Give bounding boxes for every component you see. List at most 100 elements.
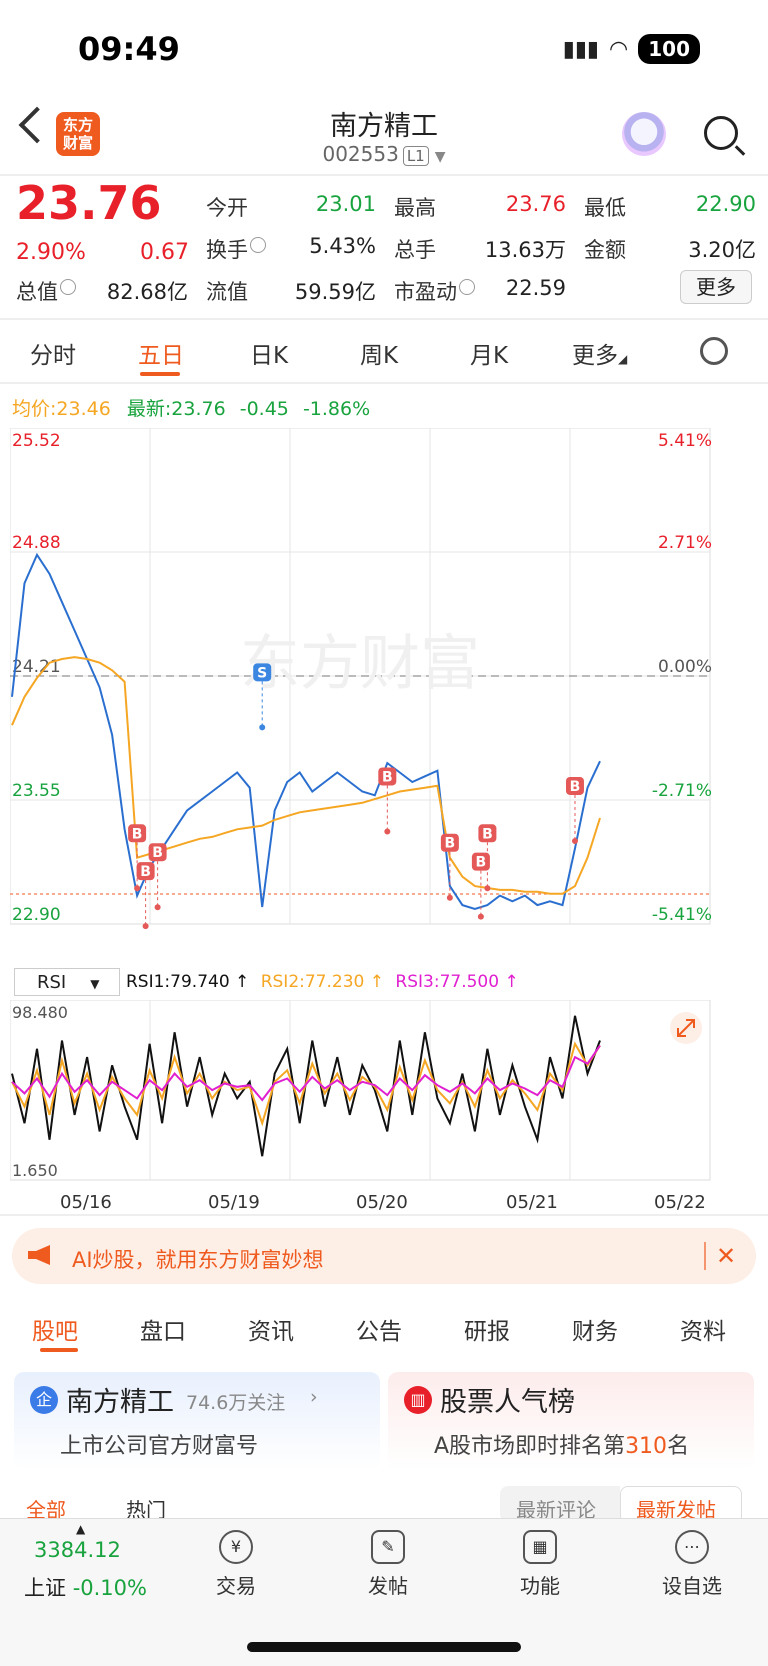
search-icon[interactable] (704, 116, 738, 150)
header-divider (0, 174, 768, 176)
tab-profile[interactable]: 资料 (680, 1319, 726, 1345)
more-button[interactable]: 更多 (680, 270, 752, 304)
stock-code: 002553 (322, 142, 399, 166)
y-tick-label-right: 0.00% (658, 657, 712, 677)
quote-divider (0, 318, 768, 320)
y-tick-label: 25.52 (12, 431, 61, 451)
marker-dot (142, 923, 149, 930)
marker-badge (565, 776, 584, 795)
marker-label: B (445, 836, 456, 852)
index-widget[interactable]: 上证 -0.10% (24, 1572, 147, 1602)
float-value: 59.59亿 (294, 280, 376, 304)
date-label: 05/16 (60, 1192, 112, 1213)
turnover-label[interactable]: 换手 (206, 234, 266, 264)
ai-banner[interactable] (12, 1228, 756, 1284)
tab-monthly-k[interactable]: 月K (470, 343, 509, 369)
tab-financials[interactable]: 财务 (572, 1319, 618, 1345)
index-value[interactable]: 3384.12 (34, 1538, 121, 1562)
marker-label: S (257, 665, 267, 681)
avg-value: 23.46 (56, 398, 111, 420)
tab-research[interactable]: 研报 (464, 1319, 510, 1345)
nav-trade[interactable]: ¥ 交易 (186, 1530, 286, 1599)
marker-label: B (482, 826, 493, 842)
tab-announcements[interactable]: 公告 (356, 1319, 402, 1345)
y-tick-label-right: 2.71% (658, 533, 712, 553)
tab-news[interactable]: 资讯 (248, 1319, 294, 1345)
nav-post[interactable]: ✎ 发帖 (338, 1530, 438, 1599)
popularity-title: 股票人气榜 (440, 1387, 575, 1418)
active-subtab-indicator (40, 1348, 78, 1352)
marker-dot (446, 894, 453, 901)
pe-label[interactable]: 市盈动 (394, 276, 475, 306)
price-legend: 均价:23.46 最新:23.76 -0.45 -1.86% (12, 394, 370, 421)
assistant-avatar-icon[interactable] (622, 112, 666, 156)
rank-text: A股市场即时排名第310名 (434, 1428, 689, 1460)
settings-gear-icon[interactable] (700, 337, 728, 365)
marker-dot (259, 724, 266, 731)
open-value: 23.01 (315, 192, 376, 216)
marker-label: B (382, 769, 393, 785)
info-icon (60, 279, 76, 295)
buy-marker: B (148, 843, 167, 911)
avg-label: 均价: (12, 398, 57, 420)
dropdown-icon: ▼ (90, 977, 100, 991)
company-icon: 企 (30, 1386, 58, 1414)
y-tick-label-right: 5.41% (658, 431, 712, 451)
caret-icon: ◢ (618, 352, 628, 366)
stock-code-row[interactable]: 002553 L1 ▼ (0, 142, 768, 166)
nav-watchlist[interactable]: ⋯ 设自选 (642, 1530, 742, 1599)
mktcap-label[interactable]: 总值 (16, 276, 76, 306)
nav-functions[interactable]: ▦ 功能 (490, 1530, 590, 1599)
y-tick-label: 22.90 (12, 905, 61, 925)
rank-prefix: A股市场即时排名第 (434, 1434, 626, 1459)
app-logo[interactable]: 东方 财富 (56, 112, 100, 156)
buy-marker: B (478, 824, 497, 892)
marker-label: B (476, 855, 487, 871)
signal-icon: ▮▮▮ (562, 36, 600, 62)
popularity-card[interactable]: ▥ 股票人气榜 › A股市场即时排名第310名 (388, 1372, 754, 1470)
buy-marker: B (378, 767, 397, 835)
marker-dot (154, 904, 161, 911)
marker-dot (477, 913, 484, 920)
date-label: 05/22 (654, 1192, 706, 1213)
rsi-max-label: 98.480 (12, 1003, 68, 1022)
latest-value: 23.76 (171, 398, 226, 420)
tab-daily-k[interactable]: 日K (250, 343, 289, 369)
tab-forum[interactable]: 股吧 (32, 1319, 78, 1345)
chevron-right-icon: › (566, 1386, 574, 1408)
edit-icon: ✎ (371, 1530, 405, 1564)
marker-badge (136, 862, 155, 881)
date-label: 05/19 (208, 1192, 260, 1213)
nav-post-label: 发帖 (368, 1574, 408, 1598)
date-label: 05/20 (356, 1192, 408, 1213)
close-icon[interactable]: ✕ (716, 1242, 737, 1270)
latest-label: 最新: (126, 398, 172, 420)
marker-label: B (140, 864, 151, 880)
tab-weekly-k[interactable]: 周K (360, 343, 399, 369)
rsi-selector[interactable]: RSI ▼ (14, 968, 120, 996)
ranking-icon: ▥ (404, 1386, 432, 1414)
low-value: 22.90 (695, 192, 756, 216)
buy-marker: B (440, 833, 459, 901)
rsi-frame (10, 1000, 711, 1181)
marker-badge (128, 824, 147, 843)
ai-banner-text[interactable]: AI炒股，就用东方财富妙想 (72, 1248, 324, 1272)
rsi-chart[interactable]: 98.480 1.650 (10, 1000, 758, 1188)
price-chart[interactable]: 东方财富 25.52 5.41% 24.88 2.71% 24.21 0.00% 23.55 -… (10, 428, 758, 964)
level-badge: L1 (402, 146, 429, 166)
avg-series-line (11, 656, 601, 895)
index-pct: -0.10% (72, 1576, 147, 1600)
grid-icon: ▦ (523, 1530, 557, 1564)
rank-suffix: 名 (667, 1434, 690, 1459)
tab-five-day[interactable]: 五日 (138, 343, 184, 369)
tab-intraday[interactable]: 分时 (30, 343, 76, 369)
company-account-card[interactable]: 企 南方精工 74.6万关注 › 上市公司官方财富号 (14, 1372, 380, 1470)
tab-order-book[interactable]: 盘口 (140, 1319, 186, 1345)
info-icon (250, 237, 266, 253)
tab-more-label: 更多 (572, 343, 618, 369)
current-price: 23.76 (16, 176, 162, 230)
tab-more[interactable]: 更多◢ (572, 336, 627, 370)
marker-label: B (570, 779, 581, 795)
chart-divider (0, 1214, 768, 1216)
follow-count: 74.6万关注 (186, 1392, 286, 1414)
